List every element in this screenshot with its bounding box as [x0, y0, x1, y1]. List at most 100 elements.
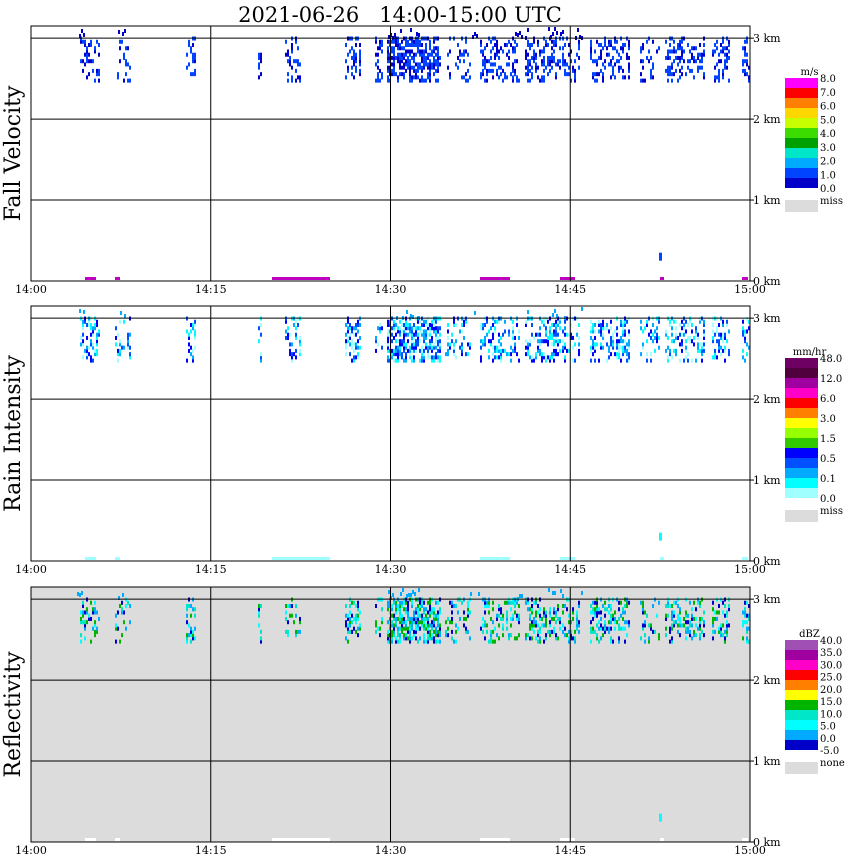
echo-cell — [351, 55, 353, 60]
echo-cell — [716, 616, 718, 621]
echo-cell — [427, 600, 429, 605]
echo-cell — [616, 345, 618, 350]
echo-cell — [379, 39, 381, 44]
echo-cell — [500, 610, 502, 615]
echo-cell — [722, 600, 724, 605]
echo-cell — [488, 610, 490, 615]
echo-cell — [417, 639, 419, 644]
echo-cell — [600, 329, 602, 334]
echo-cell — [299, 335, 301, 340]
echo-cell — [722, 339, 724, 344]
echo-cell — [610, 616, 612, 621]
echo-cell — [722, 633, 724, 638]
echo-cell — [578, 620, 580, 625]
echo-cell — [594, 348, 596, 353]
echo-cell — [429, 59, 431, 64]
echo-cell — [722, 68, 724, 73]
echo-cell — [188, 62, 190, 67]
echo-cell — [539, 52, 541, 57]
echo-cell — [699, 623, 701, 628]
echo-cell — [656, 49, 658, 54]
colorbar-label: 0.0 — [820, 494, 836, 505]
echo-cell — [357, 600, 359, 605]
echo-cell — [564, 358, 566, 363]
echo-cell — [590, 610, 592, 615]
colorbar-label: 6.0 — [820, 394, 836, 405]
echo-cell — [121, 610, 123, 615]
echo-cell — [463, 75, 465, 80]
echo-cell — [622, 345, 624, 350]
echo-cell — [258, 52, 260, 57]
echo-cell — [387, 75, 389, 80]
echo-cell — [129, 604, 131, 608]
echo-cell — [610, 326, 612, 331]
echo-cell — [598, 358, 600, 363]
echo-cell — [606, 46, 608, 51]
echo-cell — [96, 72, 98, 77]
echo-cell — [675, 319, 677, 324]
echo-cell — [393, 600, 395, 605]
echo-cell — [506, 43, 508, 47]
echo-cell — [679, 55, 681, 60]
echo-cell — [258, 623, 260, 628]
echo-cell — [381, 616, 383, 621]
echo-cell — [592, 59, 594, 64]
echo-cell — [494, 62, 496, 67]
echo-cell — [620, 323, 622, 327]
echo-cell — [598, 639, 600, 644]
echo-cell — [535, 52, 537, 57]
echo-cell — [669, 68, 671, 73]
echo-cell — [377, 52, 379, 57]
echo-cell — [345, 623, 347, 628]
echo-cell — [375, 39, 377, 44]
y-tick-label: 2 km — [753, 113, 781, 126]
echo-cell — [433, 620, 435, 625]
echo-cell — [564, 633, 566, 638]
echo-cell — [677, 629, 679, 634]
echo-cell — [502, 78, 504, 83]
echo-cell — [562, 345, 564, 350]
echo-cell — [412, 590, 414, 594]
echo-cell — [568, 332, 570, 337]
echo-cell — [712, 636, 714, 641]
echo-cell — [353, 52, 355, 57]
chart-title: 2021-06-26 14:00-15:00 UTC — [238, 3, 562, 27]
echo-cell — [624, 639, 626, 644]
echo-cell — [347, 52, 349, 57]
echo-cell — [578, 623, 580, 628]
echo-cell — [397, 75, 399, 80]
echo-cell — [527, 348, 529, 353]
echo-cell — [535, 610, 537, 615]
echo-cell — [531, 636, 533, 641]
echo-cell — [419, 43, 421, 47]
echo-cell — [699, 59, 701, 64]
echo-cell — [94, 607, 96, 612]
echo-cell — [293, 323, 295, 327]
echo-cell — [506, 610, 508, 615]
echo-cell — [673, 623, 675, 628]
echo-cell — [512, 600, 514, 605]
echo-cell — [260, 72, 262, 77]
echo-cell — [409, 59, 411, 64]
echo-cell — [669, 348, 671, 353]
echo-cell — [117, 348, 119, 353]
echo-cell — [658, 633, 660, 638]
echo-cell — [559, 326, 561, 331]
colorbar-swatch — [785, 478, 818, 488]
echo-cell — [531, 43, 533, 47]
echo-cell — [687, 629, 689, 634]
echo-cell — [387, 633, 389, 638]
echo-cell — [527, 310, 529, 314]
echo-cell — [194, 52, 196, 57]
echo-cell — [357, 329, 359, 334]
echo-cell — [535, 613, 537, 618]
echo-cell — [626, 348, 628, 353]
echo-cell — [628, 332, 630, 337]
echo-cell — [714, 616, 716, 621]
echo-cell — [423, 348, 425, 353]
echo-cell — [576, 626, 578, 631]
echo-cell — [671, 78, 673, 83]
echo-cell — [624, 323, 626, 327]
echo-cell — [431, 633, 433, 638]
echo-cell — [291, 65, 293, 70]
